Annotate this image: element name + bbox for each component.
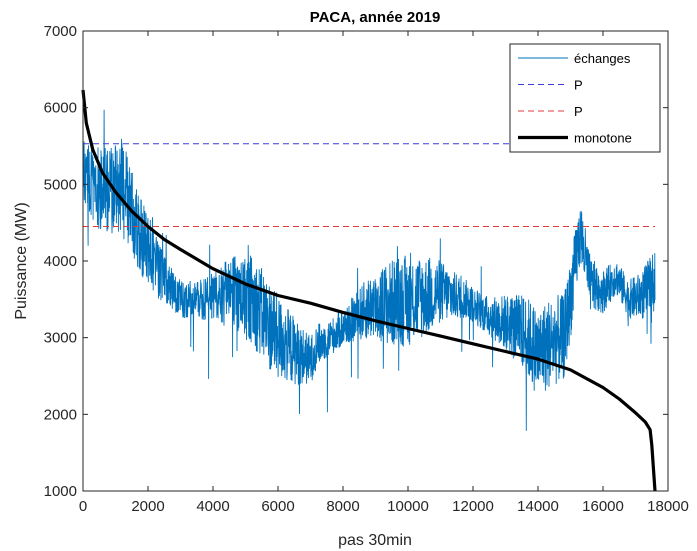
legend-label: monotone: [574, 131, 632, 146]
series-layer: [81, 89, 657, 492]
x-axis-label: pas 30min: [338, 532, 412, 549]
x-tick-label: 2000: [131, 498, 164, 515]
y-tick-label: 5000: [44, 176, 77, 193]
y-axis-label: Puissance (MW): [13, 202, 30, 319]
x-tick-label: 4000: [196, 498, 229, 515]
x-tick-label: 10000: [387, 498, 429, 515]
x-tick-label: 8000: [326, 498, 359, 515]
axes-layer: 0 2000 4000 6000 8000 10000 12000 14000 16000 180…: [44, 23, 689, 515]
series-monotone-line: [81, 89, 657, 492]
legend-box: [509, 43, 661, 153]
x-tick-label: 0: [79, 498, 87, 515]
x-tick-label: 12000: [452, 498, 494, 515]
series-echanges-line: [82, 109, 656, 431]
y-tick-label: 1000: [44, 483, 77, 500]
legend-label: P: [574, 104, 583, 119]
y-tick-label: 4000: [44, 253, 77, 270]
x-tick-label: 16000: [582, 498, 624, 515]
y-tick-label: 2000: [44, 406, 77, 423]
x-tick-label: 18000: [647, 498, 689, 515]
chart-title: PACA, année 2019: [310, 9, 441, 26]
y-tick-label: 6000: [44, 100, 77, 117]
y-tick-label: 7000: [44, 23, 77, 40]
legend-label: P: [574, 78, 583, 93]
y-tick-label: 3000: [44, 330, 77, 347]
x-tick-label: 6000: [261, 498, 294, 515]
x-tick-label: 14000: [517, 498, 559, 515]
legend-label: échanges: [574, 51, 631, 66]
